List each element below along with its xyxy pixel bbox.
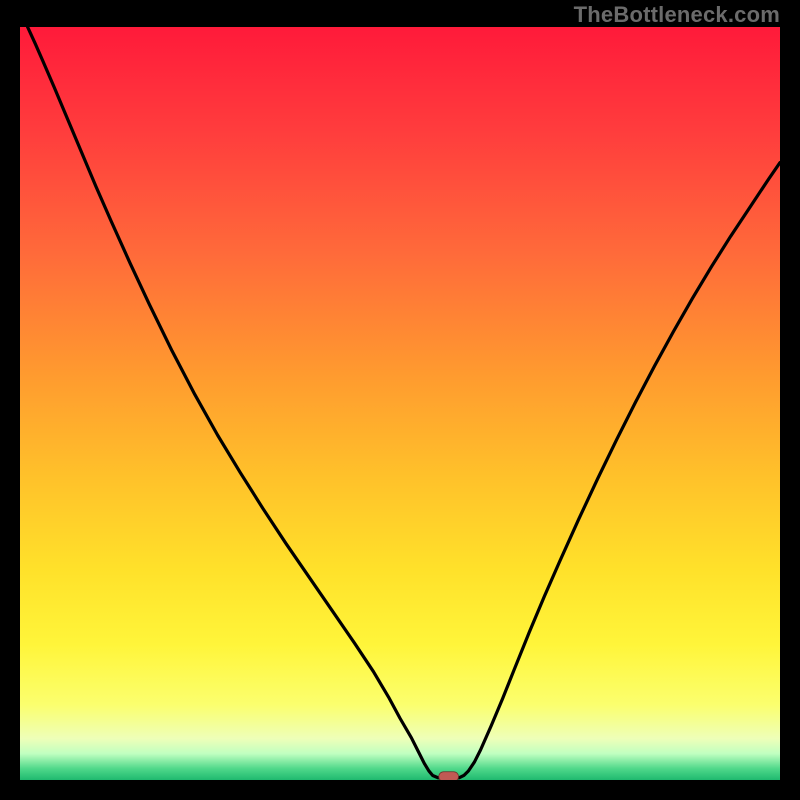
watermark-text: TheBottleneck.com bbox=[574, 2, 780, 28]
chart-frame: TheBottleneck.com bbox=[0, 0, 800, 800]
optimum-marker bbox=[439, 772, 459, 780]
chart-plot bbox=[20, 27, 780, 780]
plot-background bbox=[20, 27, 780, 780]
